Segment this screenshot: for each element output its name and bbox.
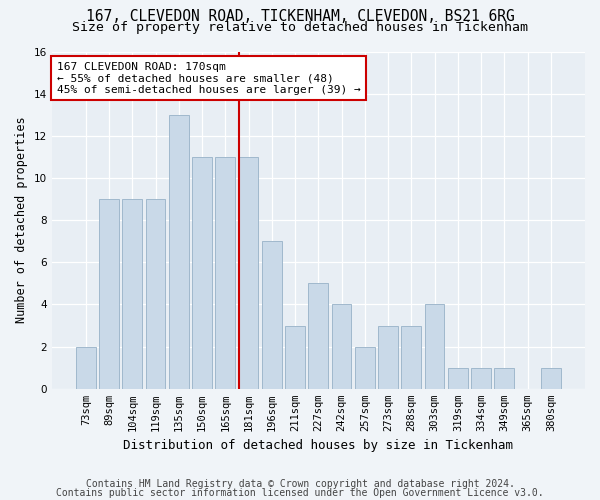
Bar	[448, 368, 468, 389]
Bar	[239, 157, 259, 389]
Bar	[308, 284, 328, 389]
X-axis label: Distribution of detached houses by size in Tickenham: Distribution of detached houses by size …	[124, 440, 514, 452]
Bar	[471, 368, 491, 389]
Bar	[355, 346, 375, 389]
Text: Size of property relative to detached houses in Tickenham: Size of property relative to detached ho…	[72, 21, 528, 34]
Bar	[99, 199, 119, 389]
Bar	[76, 346, 95, 389]
Bar	[169, 114, 188, 389]
Bar	[494, 368, 514, 389]
Text: Contains HM Land Registry data © Crown copyright and database right 2024.: Contains HM Land Registry data © Crown c…	[86, 479, 514, 489]
Bar	[262, 241, 282, 389]
Bar	[215, 157, 235, 389]
Bar	[285, 326, 305, 389]
Bar	[378, 326, 398, 389]
Bar	[541, 368, 561, 389]
Text: Contains public sector information licensed under the Open Government Licence v3: Contains public sector information licen…	[56, 488, 544, 498]
Bar	[425, 304, 445, 389]
Bar	[401, 326, 421, 389]
Bar	[192, 157, 212, 389]
Text: 167 CLEVEDON ROAD: 170sqm
← 55% of detached houses are smaller (48)
45% of semi-: 167 CLEVEDON ROAD: 170sqm ← 55% of detac…	[57, 62, 361, 95]
Y-axis label: Number of detached properties: Number of detached properties	[15, 117, 28, 324]
Bar	[122, 199, 142, 389]
Bar	[146, 199, 166, 389]
Bar	[332, 304, 352, 389]
Text: 167, CLEVEDON ROAD, TICKENHAM, CLEVEDON, BS21 6RG: 167, CLEVEDON ROAD, TICKENHAM, CLEVEDON,…	[86, 9, 514, 24]
